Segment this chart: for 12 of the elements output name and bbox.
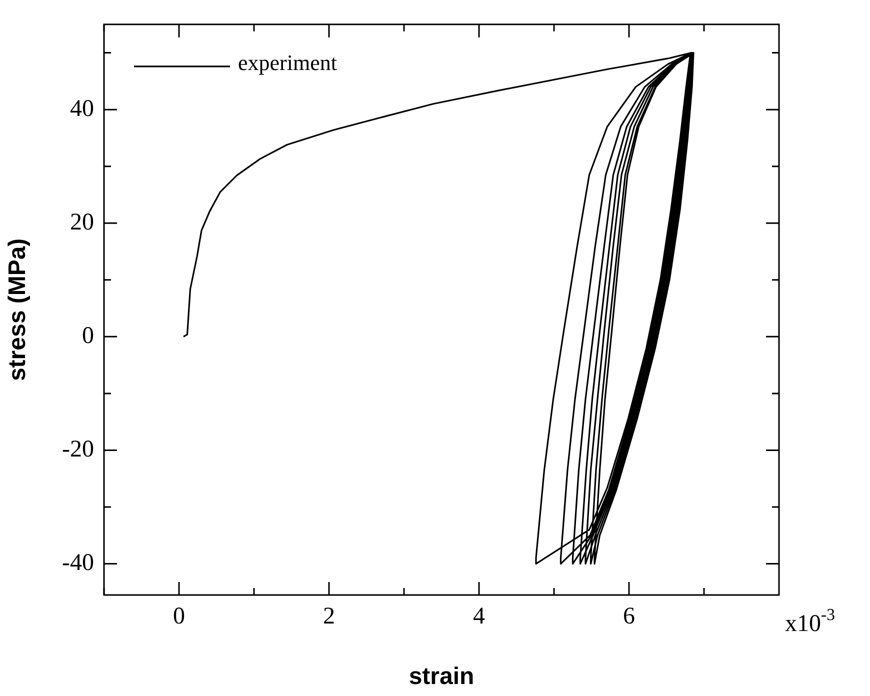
x-tick-label: 2 [323,604,335,630]
y-axis-title: stress (MPa) [4,238,32,382]
y-tick-label: 40 [70,96,94,122]
y-tick-label: 20 [70,209,94,236]
y-tick-label: 0 [82,322,94,349]
y-tick-label: -40 [62,550,94,576]
x-tick-label: 0 [173,604,185,630]
x-tick-label: 4 [473,604,485,630]
x-tick-label: 6 [623,604,635,630]
x-axis-title: strain [408,663,474,690]
legend-label: experiment [238,50,337,76]
y-tick-label: -20 [62,436,94,463]
